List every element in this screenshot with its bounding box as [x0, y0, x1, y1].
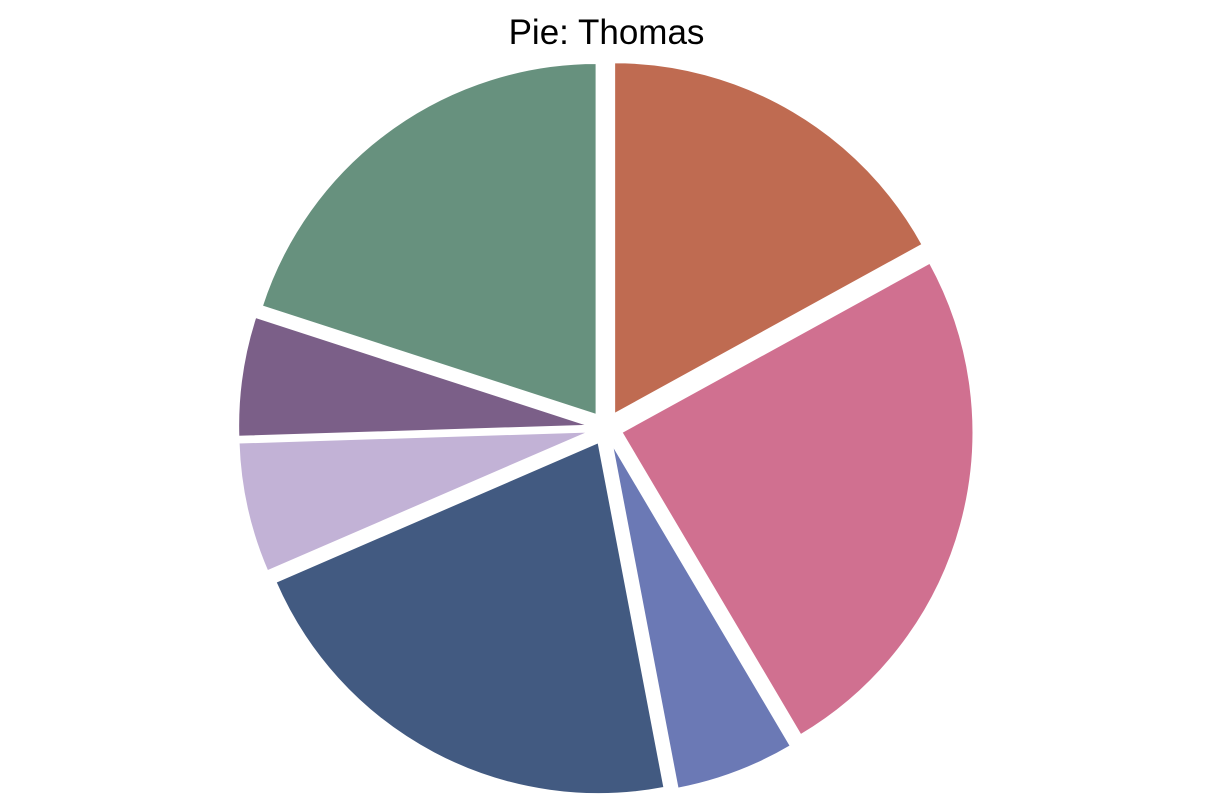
- pie-slice-4: [274, 440, 666, 796]
- pie-slice-3: [610, 442, 793, 790]
- pie-slice-1: [613, 61, 924, 416]
- chart-title: Pie: Thomas: [508, 13, 705, 52]
- pie-slice-6: [237, 315, 591, 438]
- pie-slice-7: [260, 62, 598, 417]
- pie-slice-2: [620, 261, 975, 737]
- pie-slice-5: [237, 430, 591, 573]
- pie-slices: [237, 61, 975, 796]
